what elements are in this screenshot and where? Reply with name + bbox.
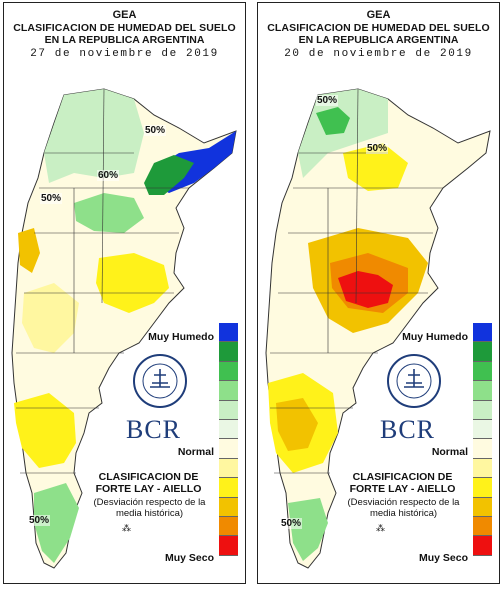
legend-swatch [219,361,238,382]
bcr-seal-logo [387,354,441,408]
isoline-label: 50% [144,125,167,136]
area-moist-south [288,498,328,561]
area-moist-north [298,89,388,178]
legend-bottom-label: Muy Seco [164,552,214,564]
legend-swatch [219,458,238,479]
map-title-line1: CLASIFICACION DE HUMEDAD DEL SUELO [13,22,236,34]
area-moist-north [44,89,144,183]
legend-swatch [219,342,238,362]
province-borders [16,88,189,474]
area-wet-ne [144,155,194,195]
isoline-label: 50% [366,143,389,154]
area-dry-center [96,253,169,313]
brand-name: BCR [126,415,182,444]
province-borders [270,88,443,474]
map-panel-nov20: GEA CLASIFICACION DE HUMEDAD DEL SUELO E… [257,2,500,584]
legend-swatch [219,419,238,440]
legend-swatch [219,497,238,517]
area-very-dry-core [338,271,393,308]
malvinas-islands-icon: ⁂ [122,523,131,533]
area-moist-center [74,193,144,233]
legend-swatch [473,439,492,459]
legend-normal-label: Normal [177,446,214,458]
isoline-label: 50% [28,515,51,526]
map-title-line2: EN LA REPUBLICA ARGENTINA [298,34,459,46]
legend-scale [473,323,492,556]
area-slightly-dry [22,283,79,353]
area-dry-southwest [276,398,318,451]
method-title: CLASIFICACION DE FORTE LAY - AIELLO [95,471,202,495]
map-panel-nov27: GEA CLASIFICACION DE HUMEDAD DEL SUELO E… [3,2,246,584]
bcr-seal-logo [133,354,187,408]
legend-swatch [473,342,492,362]
area-wet-nw [316,107,350,135]
legend-swatch [473,361,492,382]
org-label: GEA [366,9,391,21]
legend-swatch [219,536,238,556]
legend-swatch [219,516,238,537]
isoline-label: 50% [40,193,63,204]
map-title-line1: CLASIFICACION DE HUMEDAD DEL SUELO [267,22,490,34]
area-dry-southwest [18,228,40,273]
isoline-label: 50% [316,95,339,106]
isoline-label: 50% [280,518,303,529]
legend-swatch [473,381,492,401]
method-note: (Desviación respecto de la media históri… [347,497,460,519]
area-moist-south [34,483,79,563]
method-title: CLASIFICACION DE FORTE LAY - AIELLO [349,471,456,495]
soil-moisture-map [11,88,237,569]
legend-swatch [219,439,238,459]
legend-swatch [473,419,492,440]
map-date: 27 de noviembre de 2019 [30,48,219,60]
legend-swatch [473,536,492,556]
map-title-line2: EN LA REPUBLICA ARGENTINA [44,34,205,46]
legend-swatch [473,516,492,537]
legend-swatch [219,381,238,401]
soil-moisture-map [265,88,491,569]
legend-bottom-label: Muy Seco [418,552,468,564]
legend-normal-label: Normal [431,446,468,458]
isoline-label: 60% [97,170,120,181]
method-note: (Desviación respecto de la media históri… [93,497,206,519]
legend-swatch [473,478,492,498]
legend-swatch [473,497,492,517]
legend-scale [219,323,238,556]
brand-name: BCR [380,415,436,444]
legend-swatch [473,323,492,343]
malvinas-islands-icon: ⁂ [376,523,385,533]
legend-swatch [219,323,238,343]
legend-top-label: Muy Humedo [402,331,468,343]
area-dry-south [14,393,76,468]
legend-top-label: Muy Humedo [148,331,214,343]
legend-swatch [219,478,238,498]
legend-swatch [219,400,238,420]
legend-swatch [473,400,492,420]
org-label: GEA [112,9,137,21]
area-dry-center-north [343,143,408,191]
legend-swatch [473,458,492,479]
map-date: 20 de noviembre de 2019 [284,48,473,60]
